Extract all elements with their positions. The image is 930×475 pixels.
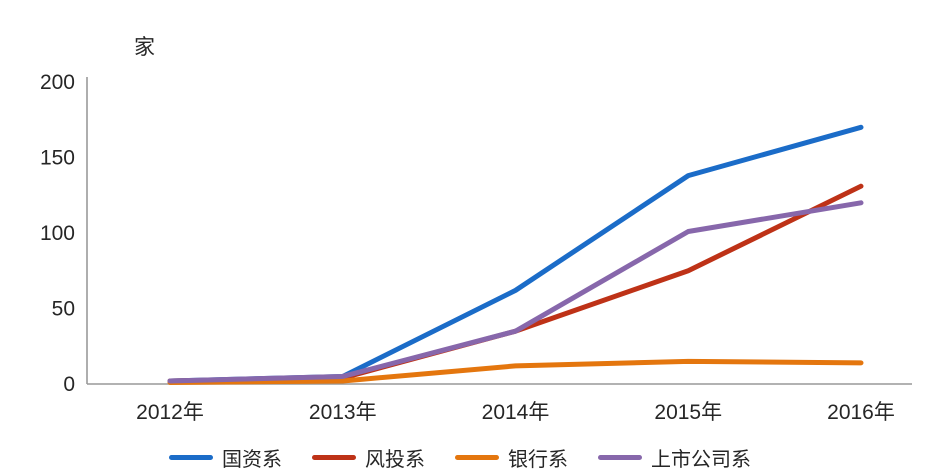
y-tick-label: 200 — [40, 71, 75, 94]
legend: 国资系 风投系 银行系 上市公司系 — [0, 443, 920, 472]
y-tick-label: 50 — [52, 298, 75, 321]
series-line-银行系 — [167, 358, 864, 385]
legend-item-上市公司系: 上市公司系 — [598, 443, 751, 472]
x-axis-label: 2014年 — [482, 401, 550, 424]
legend-swatch — [455, 455, 499, 460]
y-tick-label: 0 — [63, 373, 75, 396]
y-tick-label: 150 — [40, 147, 75, 170]
series-line-国资系 — [167, 124, 864, 384]
legend-item-银行系: 银行系 — [455, 443, 568, 472]
legend-label: 上市公司系 — [651, 449, 751, 471]
x-axis-label: 2013年 — [309, 401, 377, 424]
legend-label: 银行系 — [508, 449, 568, 471]
legend-swatch — [169, 455, 213, 460]
series-line-上市公司系 — [167, 200, 864, 384]
x-axis-label: 2012年 — [136, 401, 204, 424]
y-axis-unit-label: 家 — [134, 36, 155, 59]
series-line-风投系 — [167, 183, 864, 384]
legend-label: 风投系 — [365, 449, 425, 471]
legend-swatch — [598, 455, 642, 460]
x-axis-label: 2016年 — [827, 401, 895, 424]
legend-swatch — [312, 455, 356, 460]
legend-item-国资系: 国资系 — [169, 443, 282, 472]
legend-item-风投系: 风投系 — [312, 443, 425, 472]
legend-label: 国资系 — [222, 449, 282, 471]
y-tick-label: 100 — [40, 222, 75, 245]
chart-svg: 0 50 100 150 200 2012年 2013年 2014年 2015年 2016年 — [40, 71, 912, 424]
x-axis-label: 2015年 — [654, 401, 722, 424]
